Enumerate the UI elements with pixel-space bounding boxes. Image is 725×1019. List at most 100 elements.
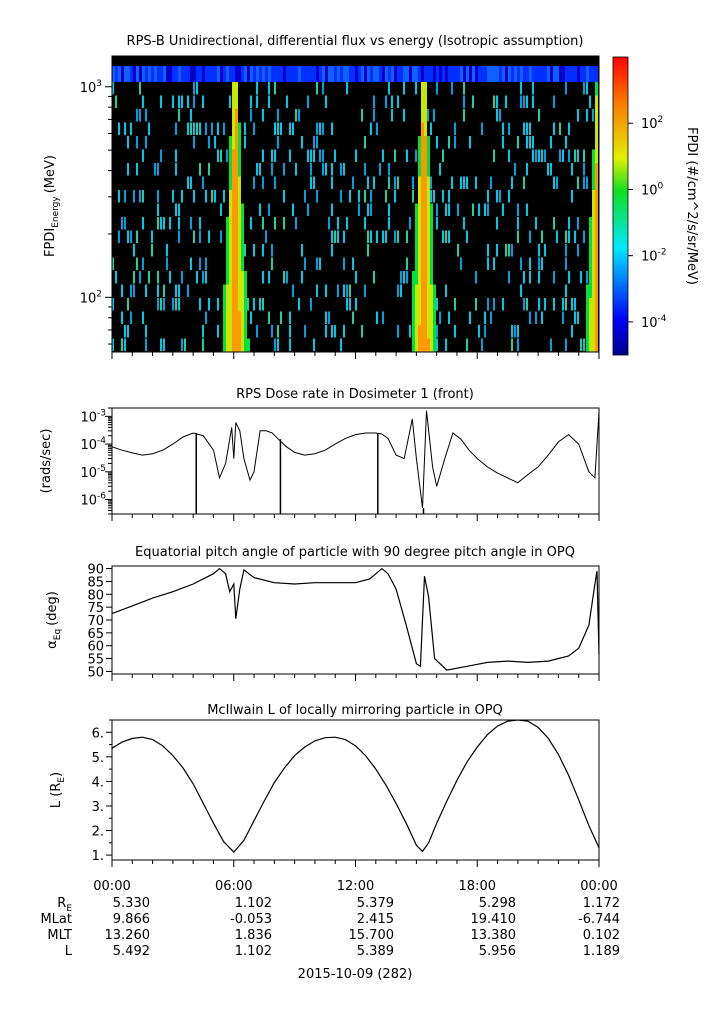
spectrogram-cell <box>436 338 438 351</box>
spectrogram-cell <box>274 149 276 162</box>
spectrogram-cell <box>283 163 285 176</box>
spectrogram-cell <box>481 338 483 351</box>
spectrogram-cell <box>262 298 264 311</box>
colorbar-tick-label: 10-4 <box>641 314 667 331</box>
spectrogram-cell <box>148 66 151 82</box>
spectrogram-cell <box>265 230 267 243</box>
spectrogram-cell <box>589 230 592 244</box>
spectrogram-cell <box>136 136 138 149</box>
spectrogram-cell <box>412 66 415 82</box>
spectrogram-cell <box>445 230 447 243</box>
spectrogram-cell <box>289 122 291 135</box>
spectrogram-cell <box>319 122 321 135</box>
spectrogram-cell <box>274 217 276 230</box>
spectrogram-cell <box>529 230 531 243</box>
time-tick-label: 18:00 <box>459 879 496 894</box>
spectrogram-cell <box>241 298 244 312</box>
spectrogram-cell <box>175 298 177 311</box>
spectrogram-cell <box>238 176 241 190</box>
spectrogram-cell <box>424 271 427 285</box>
spectrogram-cell <box>142 257 144 270</box>
spectrogram-cell <box>157 66 160 82</box>
spectrogram-cell <box>526 95 528 108</box>
spectrogram-cell <box>403 66 406 82</box>
spectrogram-cell <box>508 244 510 257</box>
spectrogram-cell <box>544 66 547 82</box>
spectrogram-cell <box>331 66 334 82</box>
spectrogram-cell <box>502 122 504 135</box>
spectrogram-cell <box>118 122 120 135</box>
ephemeris-value: -6.744 <box>578 912 620 927</box>
spectrogram-cell <box>427 217 430 231</box>
spectrogram-cell <box>157 284 159 297</box>
spectrogram-cell <box>310 163 312 176</box>
flux-ylabel-sub: Energy <box>51 196 61 228</box>
spectrogram-cell <box>238 244 241 258</box>
spectrogram-cell <box>271 66 274 82</box>
spectrogram-cell <box>247 66 250 82</box>
spectrogram-cell <box>511 176 513 189</box>
spectrogram-cell <box>466 338 468 351</box>
spectrogram-cell <box>475 271 477 284</box>
spectrogram-cell <box>139 190 141 203</box>
spectrogram-cell <box>526 66 529 82</box>
spectrogram-cell <box>316 284 318 297</box>
spectrogram-cell <box>580 338 582 351</box>
spectrogram-cell <box>340 163 342 176</box>
spectrogram-cell <box>229 338 232 352</box>
spectrogram-cell <box>574 149 576 162</box>
pitch-y-tick-label: 60 <box>87 640 104 655</box>
spectrogram-cell <box>595 176 598 190</box>
spectrogram-cell <box>418 325 421 339</box>
spectrogram-cell <box>589 338 592 352</box>
spectrogram-cell <box>139 66 142 82</box>
spectrogram-cell <box>394 66 397 82</box>
spectrogram-cell <box>385 66 388 82</box>
pitch-series-line <box>111 567 600 671</box>
spectrogram-cell <box>229 311 232 325</box>
spectrogram-cell <box>532 149 534 162</box>
spectrogram-cell <box>295 66 298 82</box>
spectrogram-cell <box>271 244 273 257</box>
spectrogram-cell <box>409 66 412 82</box>
spectrogram-cell <box>166 66 169 82</box>
spectrogram-cell <box>490 66 493 82</box>
spectrogram-cell <box>463 109 465 122</box>
spectrogram-cell <box>583 163 585 176</box>
time-axis-labels: 00:00 06:00 12:00 18:00 00:00 <box>93 879 617 894</box>
spectrogram-cell <box>244 311 247 325</box>
spectrogram-cell <box>595 149 598 163</box>
spectrogram-cell <box>301 136 303 149</box>
spectrogram-cell <box>274 66 277 82</box>
lshell-ylabel-main: L (R <box>49 783 64 808</box>
spectrogram-cell <box>457 66 460 82</box>
spectrogram-cell <box>397 230 399 243</box>
spectrogram-cell <box>559 66 562 82</box>
spectrogram-cell <box>178 284 180 297</box>
spectrogram-cell <box>553 66 556 82</box>
spectrogram-cell <box>223 66 226 82</box>
spectrogram-cell <box>571 325 573 338</box>
spectrogram-cell <box>433 325 436 339</box>
dose-y-tick-label: 10-5 <box>80 464 106 481</box>
spectrogram-cell <box>415 244 418 258</box>
lshell-title: McIlwain L of locally mirroring particle… <box>207 703 503 718</box>
spectrogram-cell <box>232 122 235 136</box>
spectrogram-cell <box>589 311 592 325</box>
spectrogram-cell <box>421 217 424 231</box>
spectrogram-cell <box>130 284 132 297</box>
spectrogram-cell <box>229 95 231 108</box>
spectrogram-cell <box>595 311 598 325</box>
spectrogram-cell <box>226 257 229 271</box>
spectrogram-cell <box>163 298 165 311</box>
spectrogram-cell <box>235 325 238 339</box>
spectrogram-cell <box>496 217 498 230</box>
spectrogram-cell <box>517 217 519 230</box>
spectrogram-cell <box>421 176 424 190</box>
spectrogram-cell <box>397 284 399 297</box>
spectrogram-cell <box>232 325 235 339</box>
spectrogram-cell <box>577 244 579 257</box>
spectrogram-cell <box>157 271 159 284</box>
spectrogram-cell <box>256 325 258 338</box>
spectrogram-cell <box>169 217 171 230</box>
